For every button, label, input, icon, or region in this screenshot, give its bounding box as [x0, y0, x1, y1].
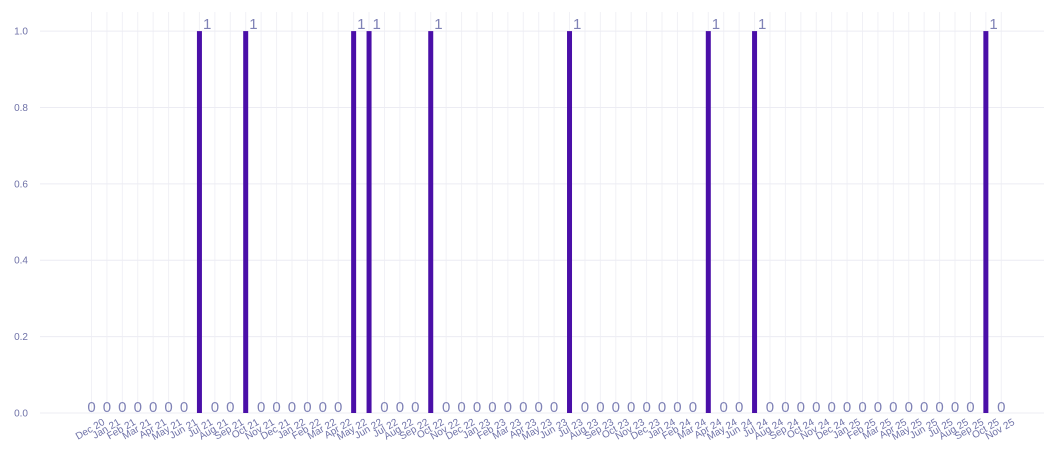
- bar: [428, 31, 433, 413]
- data-label: 1: [712, 16, 720, 33]
- data-label: 0: [504, 399, 512, 416]
- data-label: 1: [573, 16, 581, 33]
- data-label: 0: [966, 399, 974, 416]
- data-label: 0: [550, 399, 558, 416]
- data-label: 0: [134, 399, 142, 416]
- data-label: 0: [689, 399, 697, 416]
- data-label: 0: [658, 399, 666, 416]
- data-label: 0: [457, 399, 465, 416]
- data-label: 0: [535, 399, 543, 416]
- data-label: 0: [827, 399, 835, 416]
- bar: [983, 31, 988, 413]
- y-tick-label: 0.8: [14, 103, 28, 114]
- data-label: 0: [488, 399, 496, 416]
- data-label: 0: [334, 399, 342, 416]
- y-tick-label: 0.6: [14, 179, 28, 190]
- data-label: 0: [935, 399, 943, 416]
- data-label: 0: [858, 399, 866, 416]
- data-label: 0: [257, 399, 265, 416]
- data-label: 0: [581, 399, 589, 416]
- data-label: 0: [442, 399, 450, 416]
- y-tick-label: 0.4: [14, 256, 28, 267]
- data-label: 0: [226, 399, 234, 416]
- data-labels: 0 0 0 0 0 0 010 010 0 0 0 0 01 10 0 010 0 0 0 0 0 0 010 0 0 0 0 0 0 0…: [87, 16, 1005, 416]
- bar: [752, 31, 757, 413]
- data-label: 0: [673, 399, 681, 416]
- bar: [197, 31, 202, 413]
- data-label: 0: [951, 399, 959, 416]
- bar: [351, 31, 356, 413]
- bar: [567, 31, 572, 413]
- data-label: 1: [249, 16, 257, 33]
- data-label: 0: [596, 399, 604, 416]
- data-label: 0: [288, 399, 296, 416]
- data-label: 0: [211, 399, 219, 416]
- data-label: 0: [396, 399, 404, 416]
- data-label: 0: [889, 399, 897, 416]
- data-label: 0: [519, 399, 527, 416]
- data-label: 0: [164, 399, 172, 416]
- data-label: 1: [989, 16, 997, 33]
- data-label: 0: [905, 399, 913, 416]
- gridlines: [40, 12, 1044, 413]
- data-label: 0: [180, 399, 188, 416]
- y-tick-label: 0.0: [14, 409, 28, 420]
- bars: [197, 31, 988, 413]
- data-label: 0: [380, 399, 388, 416]
- data-label: 0: [103, 399, 111, 416]
- data-label: 0: [812, 399, 820, 416]
- data-label: 0: [319, 399, 327, 416]
- bar: [243, 31, 248, 413]
- data-label: 1: [203, 16, 211, 33]
- data-label: 0: [473, 399, 481, 416]
- data-label: 0: [272, 399, 280, 416]
- y-tick-label: 1.0: [14, 27, 28, 38]
- data-label: 0: [411, 399, 419, 416]
- data-label: 0: [627, 399, 635, 416]
- y-axis: 0.0 0.2 0.4 0.6 0.8 1.0: [14, 27, 28, 420]
- data-label: 0: [642, 399, 650, 416]
- data-label: 0: [720, 399, 728, 416]
- data-label: 0: [303, 399, 311, 416]
- data-label: 0: [997, 399, 1005, 416]
- data-label: 1: [357, 16, 365, 33]
- bar: [367, 31, 372, 413]
- data-label: 1: [758, 16, 766, 33]
- data-label: 0: [920, 399, 928, 416]
- data-label: 0: [797, 399, 805, 416]
- data-label: 0: [781, 399, 789, 416]
- data-label: 0: [87, 399, 95, 416]
- data-label: 0: [612, 399, 620, 416]
- data-label: 0: [735, 399, 743, 416]
- data-label: 0: [766, 399, 774, 416]
- y-tick-label: 0.2: [14, 332, 28, 343]
- data-label: 1: [373, 16, 381, 33]
- bar: [706, 31, 711, 413]
- data-label: 0: [118, 399, 126, 416]
- data-label: 0: [843, 399, 851, 416]
- data-label: 0: [874, 399, 882, 416]
- data-label: 1: [434, 16, 442, 33]
- data-label: 0: [149, 399, 157, 416]
